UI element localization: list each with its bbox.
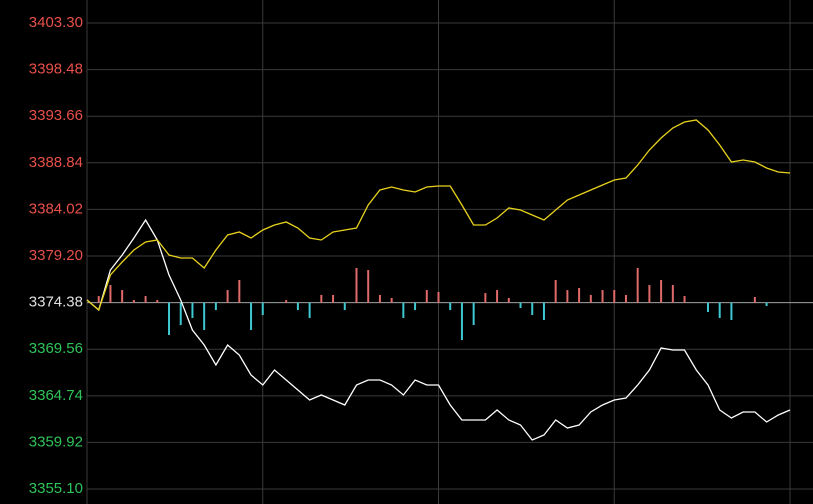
y-tick-label: 3379.20 — [29, 247, 83, 264]
y-tick-label: 3355.10 — [29, 480, 83, 497]
y-tick-label: 3403.30 — [29, 14, 83, 31]
y-tick-label: 3359.92 — [29, 433, 83, 450]
y-tick-label: 3364.74 — [29, 387, 83, 404]
y-tick-label: 3374.38 — [29, 294, 83, 311]
price-line — [86, 218, 791, 441]
y-tick-label: 3369.56 — [29, 340, 83, 357]
y-tick-label: 3384.02 — [29, 200, 83, 217]
y-tick-label: 3398.48 — [29, 61, 83, 78]
y-tick-label: 3388.84 — [29, 154, 83, 171]
y-tick-label: 3393.66 — [29, 107, 83, 124]
price-line — [86, 119, 791, 312]
